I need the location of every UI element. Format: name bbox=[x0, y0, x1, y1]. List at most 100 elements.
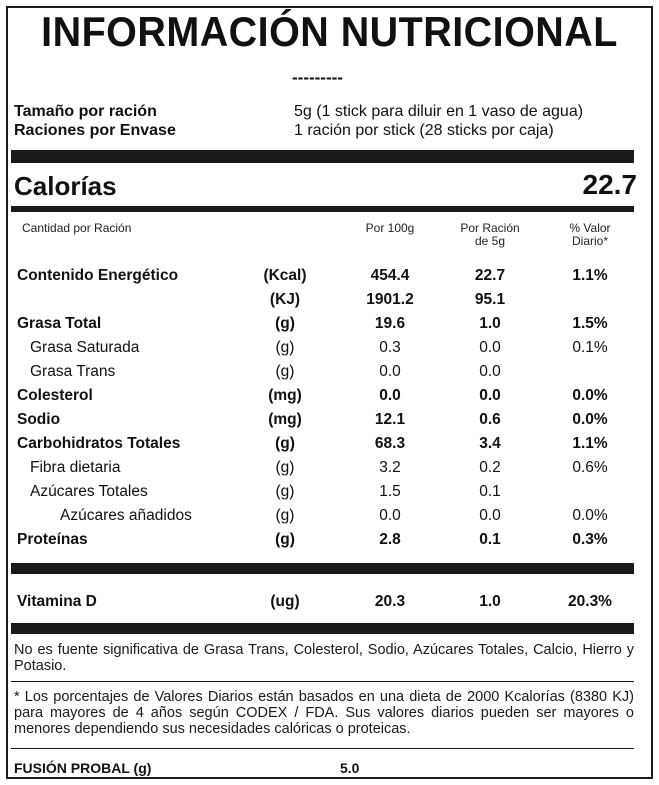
nutrient-per-100g: 68.3 bbox=[374, 435, 406, 452]
nutrient-per-serving: 0.1 bbox=[479, 483, 501, 500]
nutrient-row: Azúcares añadidos (g) 0.0 0.0 0.0% bbox=[0, 504, 659, 528]
header-daily-value: % Valor Diario* bbox=[555, 222, 625, 248]
header-per-serving: Por Ración de 5g bbox=[450, 222, 530, 248]
fusion-probal-label: FUSIÓN PROBAL (g) bbox=[14, 760, 152, 776]
nutrient-name: Colesterol bbox=[17, 387, 93, 404]
nutrient-per-100g: 3.2 bbox=[379, 459, 401, 476]
nutrient-unit: (g) bbox=[275, 459, 295, 476]
nutrient-unit: (mg) bbox=[268, 411, 302, 428]
nutrient-unit: (g) bbox=[275, 339, 295, 356]
nutrient-name: Azúcares añadidos bbox=[60, 507, 192, 524]
nutrient-daily-value: 1.1% bbox=[572, 435, 608, 452]
servings-per-container-label: Raciones por Envase bbox=[14, 122, 176, 139]
nutrient-per-serving: 0.0 bbox=[479, 339, 501, 356]
header-amount-per-serving: Cantidad por Ración bbox=[22, 221, 132, 235]
nutrient-daily-value: 0.3% bbox=[572, 531, 608, 548]
nutrient-unit: (g) bbox=[275, 483, 295, 500]
nutrient-per-serving: 0.0 bbox=[479, 363, 501, 380]
nutrient-per-serving: 1.0 bbox=[479, 593, 501, 610]
nutrient-row: Grasa Saturada (g) 0.3 0.0 0.1% bbox=[0, 336, 659, 360]
nutrient-per-serving: 22.7 bbox=[474, 267, 506, 284]
header-daily-value-line2: Diario* bbox=[571, 234, 608, 248]
nutrient-daily-value: 0.6% bbox=[572, 459, 608, 476]
thick-divider-2 bbox=[11, 563, 634, 574]
nutrient-per-100g: 0.0 bbox=[379, 507, 401, 524]
nutrient-per-serving: 1.0 bbox=[479, 315, 501, 332]
nutrient-per-serving: 0.6 bbox=[479, 411, 501, 428]
header-per-100g: Por 100g bbox=[365, 221, 415, 235]
thin-divider bbox=[11, 681, 634, 682]
nutrition-facts-panel bbox=[6, 6, 653, 779]
nutrient-per-serving: 0.0 bbox=[479, 387, 501, 404]
nutrient-row: Grasa Trans (g) 0.0 0.0 bbox=[0, 360, 659, 384]
header-per-serving-line1: Por Ración bbox=[460, 221, 520, 235]
daily-value-footnote: * Los porcentajes de Valores Diarios est… bbox=[14, 689, 634, 737]
nutrient-row: Proteínas (g) 2.8 0.1 0.3% bbox=[0, 528, 659, 552]
nutrient-per-serving: 95.1 bbox=[474, 291, 506, 308]
dash-separator: --------- bbox=[292, 68, 343, 87]
nutrient-daily-value: 0.0% bbox=[572, 411, 608, 428]
nutrient-unit: (g) bbox=[275, 363, 295, 380]
nutrient-name: Grasa Saturada bbox=[30, 339, 140, 356]
nutrient-row: Grasa Total (g) 19.6 1.0 1.5% bbox=[0, 312, 659, 336]
thick-divider-3 bbox=[11, 623, 634, 634]
nutrient-unit: (ug) bbox=[270, 593, 300, 610]
nutrient-name: Grasa Total bbox=[17, 315, 102, 332]
vitamin-row: Vitamina D (ug) 20.3 1.0 20.3% bbox=[0, 590, 659, 614]
nutrient-name: Azúcares Totales bbox=[30, 483, 148, 500]
nutrient-daily-value: 1.1% bbox=[572, 267, 608, 284]
header-per-serving-line2: de 5g bbox=[474, 234, 506, 248]
nutrient-name: Carbohidratos Totales bbox=[17, 435, 181, 452]
nutrient-unit: (g) bbox=[275, 435, 295, 452]
nutrient-daily-value: 1.5% bbox=[572, 315, 608, 332]
serving-size-label: Tamaño por ración bbox=[14, 103, 157, 120]
servings-per-container-value: 1 ración por stick (28 sticks por caja) bbox=[294, 122, 554, 139]
nutrient-per-100g: 0.0 bbox=[379, 387, 401, 404]
nutrient-per-serving: 3.4 bbox=[479, 435, 501, 452]
nutrient-name: Proteínas bbox=[17, 531, 88, 548]
nutrient-name: Grasa Trans bbox=[30, 363, 116, 380]
nutrient-per-serving: 0.0 bbox=[479, 507, 501, 524]
nutrient-per-100g: 1.5 bbox=[379, 483, 401, 500]
nutrient-name: Fibra dietaria bbox=[30, 459, 121, 476]
nutrient-unit: (g) bbox=[275, 315, 295, 332]
nutrient-name: Vitamina D bbox=[17, 593, 97, 610]
page-title: INFORMACIÓN NUTRICIONAL bbox=[41, 8, 618, 55]
nutrient-per-100g: 20.3 bbox=[374, 593, 406, 610]
nutrient-unit: (g) bbox=[275, 531, 295, 548]
not-significant-source-note: No es fuente significativa de Grasa Tran… bbox=[14, 642, 634, 674]
medium-divider bbox=[11, 206, 634, 212]
nutrient-daily-value: 0.0% bbox=[572, 507, 608, 524]
thin-divider-2 bbox=[11, 748, 634, 749]
nutrient-per-100g: 0.3 bbox=[379, 339, 401, 356]
nutrient-per-100g: 0.0 bbox=[379, 363, 401, 380]
nutrient-daily-value: 0.0% bbox=[572, 387, 608, 404]
nutrient-per-100g: 12.1 bbox=[374, 411, 406, 428]
nutrient-row: Sodio (mg) 12.1 0.6 0.0% bbox=[0, 408, 659, 432]
nutrient-unit: (KJ) bbox=[269, 291, 301, 308]
nutrient-row: Carbohidratos Totales (g) 68.3 3.4 1.1% bbox=[0, 432, 659, 456]
nutrient-row: Colesterol (mg) 0.0 0.0 0.0% bbox=[0, 384, 659, 408]
fusion-probal-value: 5.0 bbox=[340, 760, 360, 776]
nutrient-row: Azúcares Totales (g) 1.5 0.1 bbox=[0, 480, 659, 504]
nutrient-per-serving: 0.2 bbox=[479, 459, 501, 476]
calories-label: Calorías bbox=[14, 171, 117, 201]
serving-size-value: 5g (1 stick para diluir en 1 vaso de agu… bbox=[294, 103, 584, 120]
nutrient-per-100g: 454.4 bbox=[370, 267, 410, 284]
nutrient-per-100g: 1901.2 bbox=[366, 291, 414, 308]
nutrient-per-100g: 2.8 bbox=[379, 531, 401, 548]
nutrient-daily-value: 0.1% bbox=[572, 339, 608, 356]
header-daily-value-line1: % Valor bbox=[569, 221, 611, 235]
nutrient-row: (KJ) 1901.2 95.1 bbox=[0, 288, 659, 312]
nutrient-name: Contenido Energético bbox=[17, 267, 179, 284]
nutrient-unit: (Kcal) bbox=[263, 267, 307, 284]
nutrient-per-serving: 0.1 bbox=[479, 531, 501, 548]
calories-value: 22.7 bbox=[582, 169, 638, 200]
nutrient-row: Fibra dietaria (g) 3.2 0.2 0.6% bbox=[0, 456, 659, 480]
nutrient-unit: (g) bbox=[275, 507, 295, 524]
thick-divider bbox=[11, 150, 634, 163]
nutrient-name: Sodio bbox=[17, 411, 61, 428]
nutrient-unit: (mg) bbox=[268, 387, 302, 404]
nutrient-per-100g: 19.6 bbox=[374, 315, 406, 332]
nutrient-daily-value: 20.3% bbox=[568, 593, 612, 610]
